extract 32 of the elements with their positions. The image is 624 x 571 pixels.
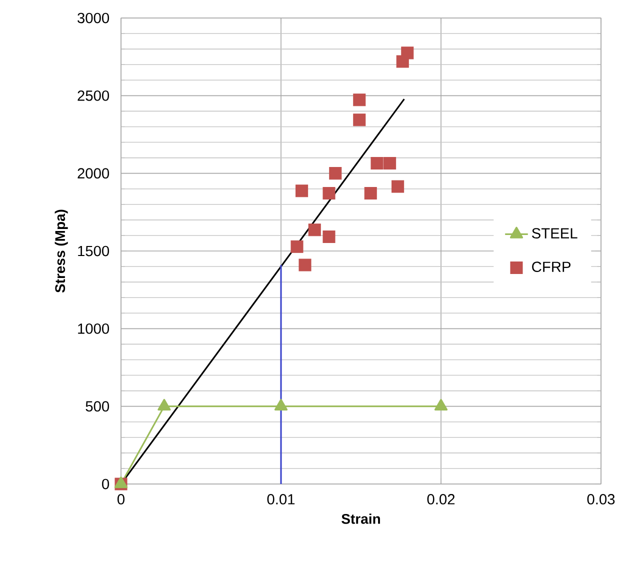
- point: [401, 46, 414, 60]
- point: [158, 398, 171, 410]
- point: [384, 156, 396, 170]
- y-tick-label: 2500: [78, 90, 110, 101]
- point: [353, 114, 366, 126]
- legend-label: STEEL: [532, 228, 578, 238]
- x-axis-title: Strain: [342, 514, 380, 524]
- x-tick-label: 0: [117, 494, 124, 504]
- x-tick-label: 0.03: [587, 494, 615, 504]
- x-tick-label: 0.01: [267, 494, 295, 504]
- point: [296, 184, 308, 198]
- y-tick-label: 2000: [78, 168, 110, 179]
- point: [353, 94, 366, 106]
- x-tick-label: 0.02: [427, 494, 455, 504]
- point: [322, 186, 336, 200]
- y-tick-label: 1500: [78, 246, 110, 256]
- y-tick-label: 500: [86, 401, 110, 412]
- point: [290, 240, 304, 253]
- point: [434, 398, 448, 410]
- point: [370, 156, 384, 170]
- y-tick-label: 3000: [78, 12, 110, 24]
- point: [364, 186, 377, 200]
- legend-label: CFRP: [532, 262, 570, 272]
- point: [329, 167, 342, 180]
- point: [392, 180, 404, 193]
- point: [274, 398, 288, 410]
- point: [298, 258, 312, 272]
- y-tick-label: 0: [102, 478, 110, 490]
- y-axis-title: Stress (Mpa): [54, 210, 68, 293]
- point: [322, 230, 336, 243]
- y-tick-label: 1000: [78, 323, 110, 334]
- point: [308, 224, 321, 236]
